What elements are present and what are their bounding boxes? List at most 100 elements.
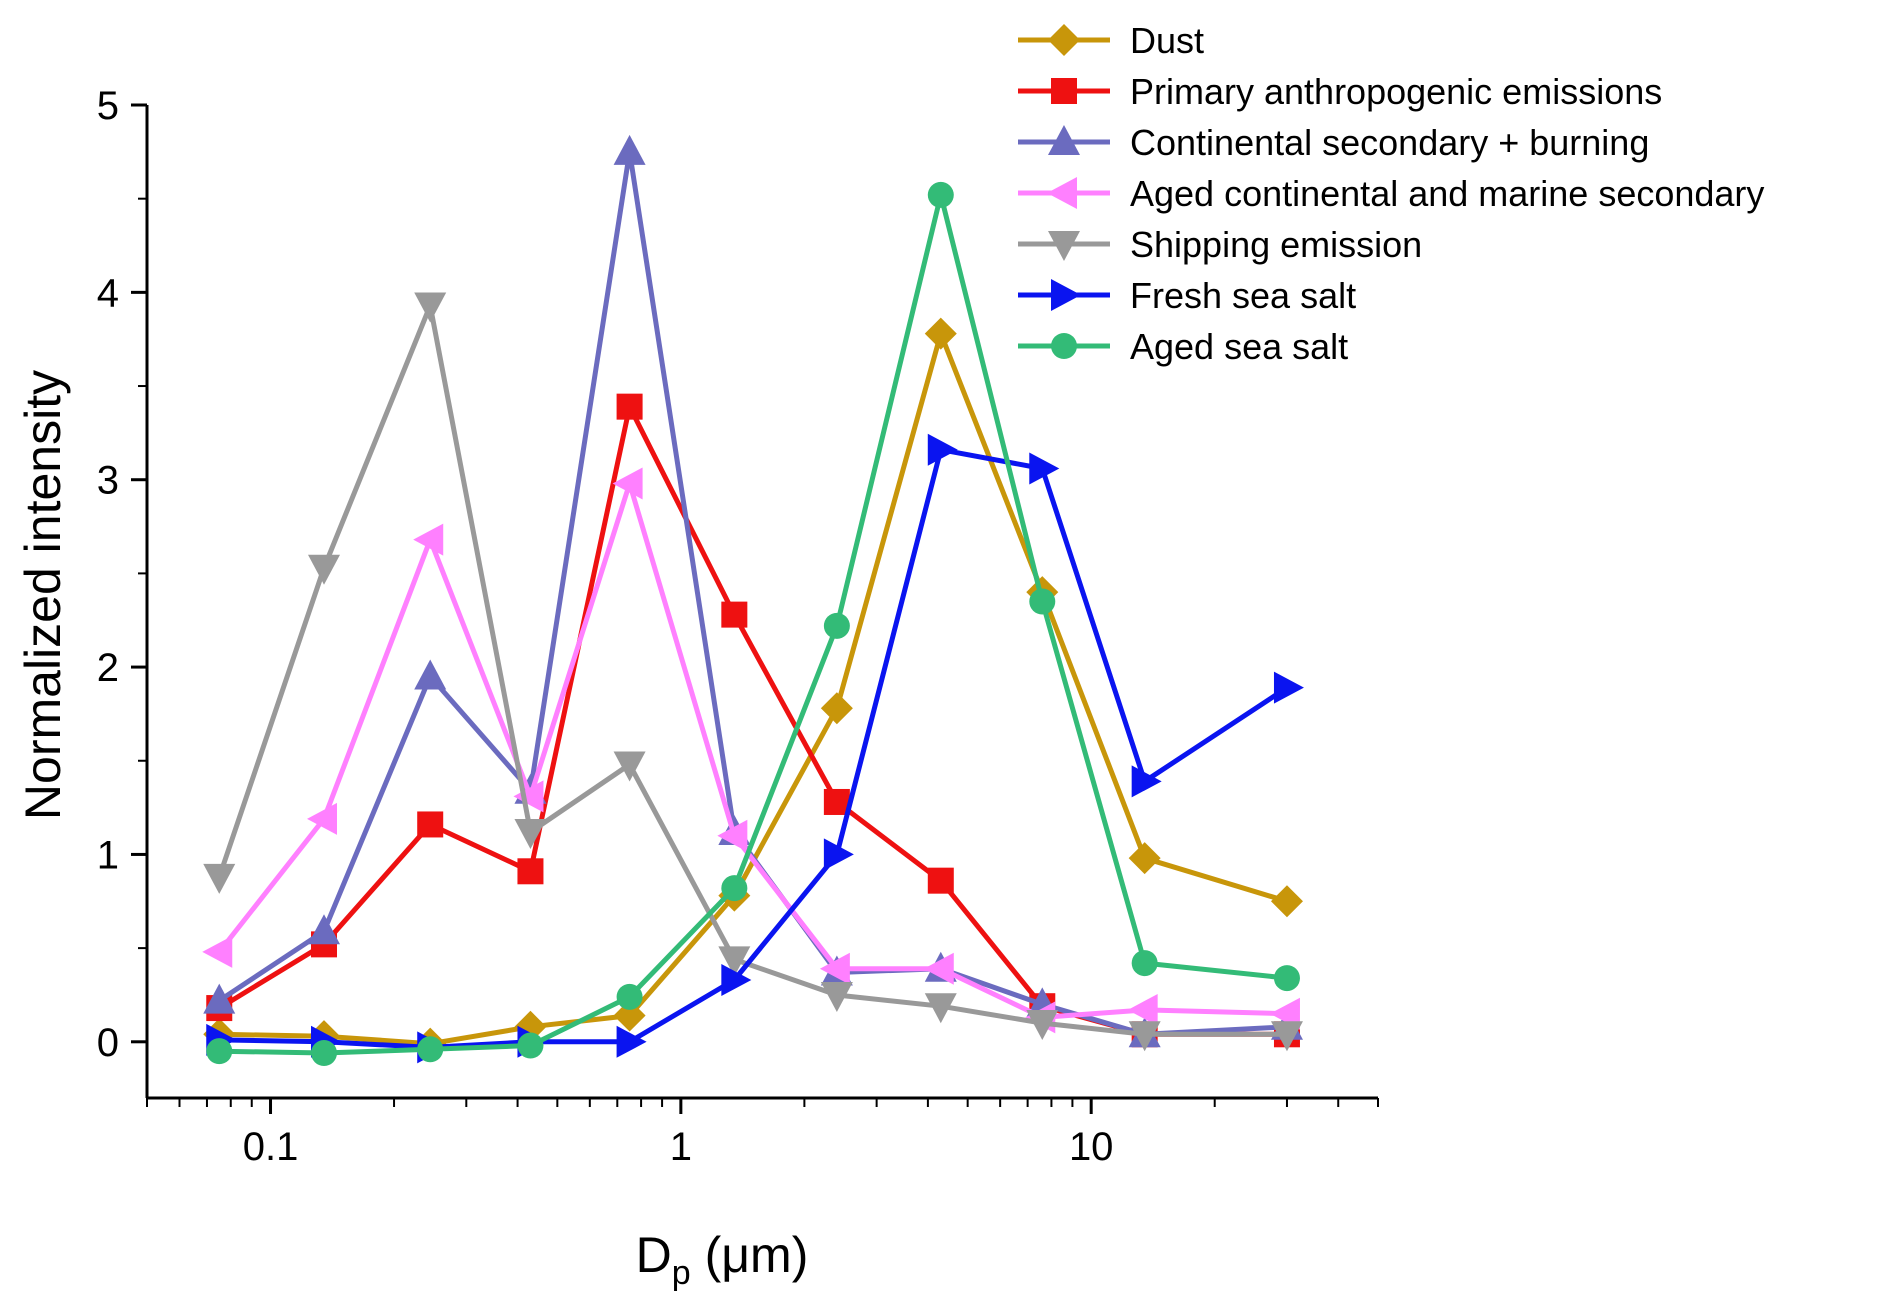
data-point: [721, 875, 748, 902]
y-tick-label: 4: [97, 271, 119, 315]
x-tick-label: 0.1: [243, 1125, 299, 1169]
legend-label: Fresh sea salt: [1130, 275, 1356, 316]
data-point: [820, 692, 853, 725]
y-tick-label: 0: [97, 1021, 119, 1065]
y-tick-label: 5: [97, 84, 119, 128]
x-axis-title: Dp (μm): [636, 1227, 809, 1292]
data-point: [202, 935, 233, 968]
data-point: [721, 601, 748, 628]
data-point: [1273, 965, 1300, 992]
data-point: [924, 993, 957, 1024]
legend-label: Continental secondary + burning: [1130, 122, 1649, 163]
data-point: [517, 858, 544, 885]
x-ticks: 0.1 1 10: [146, 1098, 1379, 1169]
data-point: [823, 838, 854, 871]
x-axis-title-subscript: p: [672, 1254, 691, 1292]
data-point: [307, 802, 338, 835]
legend-marker: [1047, 177, 1077, 209]
legend-item: Continental secondary + burning: [1018, 122, 1649, 163]
legend-marker: [1051, 279, 1081, 311]
legend-item: Primary anthropogenic emissions: [1018, 71, 1662, 112]
data-point: [1273, 671, 1304, 704]
data-point: [927, 181, 954, 208]
series-aged-sea-salt: [206, 181, 1300, 1067]
data-point: [206, 1038, 233, 1065]
y-axis-title: Normalized intensity: [15, 370, 71, 820]
data-point: [414, 659, 447, 690]
data-point: [613, 999, 646, 1032]
data-point: [927, 433, 958, 466]
data-point: [417, 1036, 444, 1063]
legend-item: Shipping emission: [1018, 224, 1422, 265]
x-axis-title-unit: (μm): [691, 1227, 809, 1283]
data-point: [612, 467, 643, 500]
data-point: [616, 393, 643, 420]
legend-label: Aged continental and marine secondary: [1130, 173, 1764, 214]
data-point: [308, 914, 341, 945]
legend-item: Aged sea salt: [1018, 326, 1348, 367]
x-axis-title-main: D: [636, 1227, 672, 1283]
plot-series: [202, 134, 1304, 1067]
legend-item: Fresh sea salt: [1018, 275, 1356, 316]
legend-label: Dust: [1130, 20, 1204, 61]
data-point: [823, 788, 850, 815]
data-point: [721, 963, 752, 996]
legend-item: Dust: [1018, 20, 1204, 61]
data-point: [1131, 950, 1158, 977]
data-point: [616, 983, 643, 1010]
series-aged-continental-and-marine-secondary: [202, 467, 1300, 1034]
y-tick-label: 3: [97, 459, 119, 503]
data-point: [417, 811, 444, 838]
data-point: [413, 523, 444, 556]
data-point: [203, 983, 236, 1014]
legend-item: Aged continental and marine secondary: [1018, 173, 1764, 214]
legend-label: Primary anthropogenic emissions: [1130, 71, 1662, 112]
data-point: [308, 554, 341, 585]
data-point: [203, 863, 236, 894]
data-point: [1029, 452, 1060, 485]
x-tick-label: 1: [670, 1125, 692, 1169]
legend-label: Aged sea salt: [1130, 326, 1348, 367]
series-line: [219, 192, 1288, 1056]
data-point: [1270, 885, 1303, 918]
series-line: [217, 481, 1288, 1020]
data-point: [924, 317, 957, 350]
data-point: [613, 751, 646, 782]
y-tick-label: 1: [97, 833, 119, 877]
data-point: [1026, 1010, 1059, 1041]
data-point: [819, 952, 850, 985]
data-point: [820, 981, 853, 1012]
legend-label: Shipping emission: [1130, 224, 1422, 265]
legend-marker: [1048, 231, 1080, 261]
data-point: [1128, 1021, 1161, 1052]
series-line: [219, 447, 1289, 1050]
axes: [145, 105, 1378, 1100]
data-point: [1127, 993, 1158, 1026]
series-line: [219, 331, 1288, 1047]
data-point: [517, 1032, 544, 1059]
legend-marker: [1048, 24, 1080, 56]
data-point: [514, 818, 547, 849]
data-point: [718, 946, 751, 977]
y-tick-label: 2: [97, 646, 119, 690]
legend-marker: [1048, 125, 1080, 155]
legend: Dust Primary anthropogenic emissions Conti…: [1018, 20, 1764, 367]
data-point: [613, 134, 646, 165]
data-point: [1128, 842, 1161, 875]
legend-marker: [1051, 333, 1077, 359]
series-primary-anthropogenic-emissions: [206, 393, 1300, 1048]
data-point: [616, 1025, 647, 1058]
data-point: [927, 867, 954, 894]
x-tick-label: 10: [1069, 1125, 1114, 1169]
data-point: [1270, 1021, 1303, 1052]
data-point: [513, 780, 544, 813]
data-point: [823, 612, 850, 639]
data-point: [1131, 765, 1162, 798]
data-point: [414, 292, 447, 323]
series-continental-secondary-burning: [203, 134, 1303, 1048]
legend-marker: [1051, 78, 1077, 104]
y-ticks: 0 1 2 3 4 5: [97, 84, 147, 1065]
data-point: [717, 819, 748, 852]
data-point: [311, 1040, 338, 1067]
